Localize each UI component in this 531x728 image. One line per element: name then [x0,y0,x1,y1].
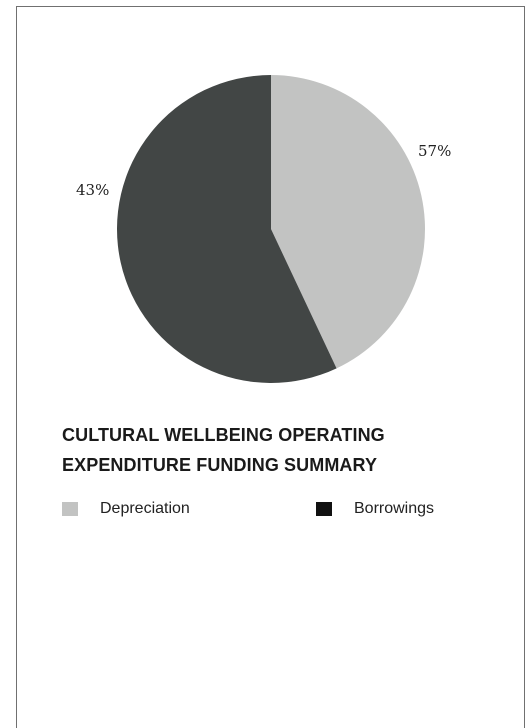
data-label-57: 57% [418,142,452,160]
pie-slice-borrowings [116,75,337,383]
legend-swatch-depreciation [62,502,78,516]
legend-item-depreciation: Depreciation [62,500,190,518]
legend-swatch-borrowings [316,502,332,516]
chart-frame [16,6,525,728]
legend-item-borrowings: Borrowings [316,500,434,518]
legend-label-depreciation: Depreciation [100,500,190,517]
data-label-43: 43% [76,181,110,199]
legend-label-borrowings: Borrowings [354,500,435,517]
pie-slice-depreciation [271,75,425,369]
chart-title: CULTURAL WELLBEING OPERATING EXPENDITURE… [62,425,385,475]
